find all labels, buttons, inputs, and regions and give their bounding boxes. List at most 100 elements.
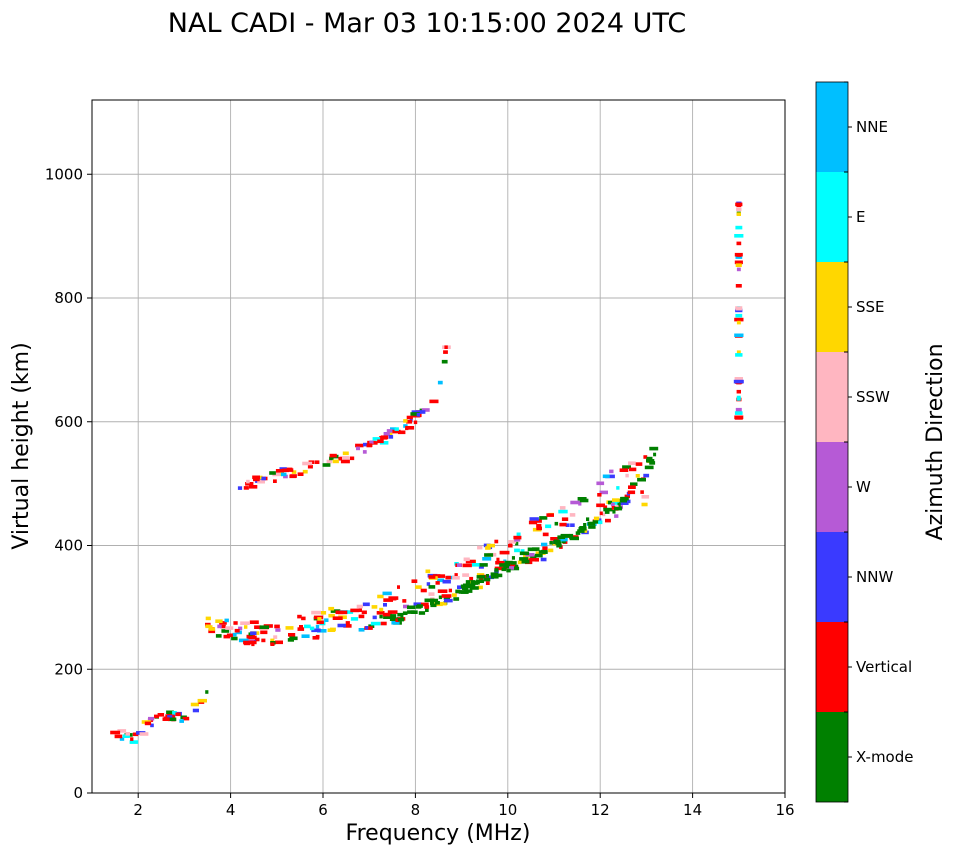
echo-point [273, 479, 277, 483]
echo-point [311, 610, 321, 615]
echo-point [592, 520, 600, 524]
echo-point [324, 618, 329, 622]
echo-point [560, 534, 570, 538]
echo-point [307, 464, 313, 469]
echo-point [285, 626, 294, 630]
echo-point [270, 642, 275, 646]
echo-point [470, 586, 479, 590]
colorbar-segment [816, 82, 848, 172]
echo-point [150, 723, 154, 728]
echo-point [605, 474, 615, 479]
echo-point [511, 556, 515, 560]
echo-point [467, 583, 476, 588]
echo-point [517, 560, 522, 565]
echo-point [534, 553, 543, 558]
echo-point [247, 635, 257, 640]
echo-point [407, 610, 415, 614]
echo-point [583, 523, 587, 527]
echo-point [503, 559, 507, 564]
echo-point [602, 474, 610, 479]
colorbar-frame [815, 81, 849, 803]
echo-point [643, 455, 648, 459]
echo-point [282, 468, 289, 473]
echo-point [261, 638, 266, 643]
y-tick-label: 1000 [45, 165, 83, 183]
echo-point [220, 624, 226, 629]
echo-point [734, 234, 744, 238]
echo-point [283, 474, 288, 479]
echo-point [736, 320, 741, 325]
echo-point [205, 616, 211, 621]
echo-point [315, 624, 320, 629]
echo-point [559, 506, 566, 510]
echo-point [609, 469, 614, 474]
echo-point [421, 408, 430, 412]
echo-point [252, 475, 260, 480]
echo-point [565, 523, 570, 527]
echo-point [122, 734, 130, 738]
echo-point [217, 624, 222, 629]
colorbar-segment [816, 172, 848, 262]
colorbar-segment [816, 712, 848, 802]
echo-point [616, 486, 620, 490]
echo-point [513, 535, 522, 540]
echo-point [309, 626, 315, 631]
echo-point [635, 474, 640, 478]
echo-point [734, 415, 744, 420]
echo-point [179, 719, 184, 723]
echo-point [534, 558, 539, 562]
echo-point [463, 557, 470, 562]
echo-point [736, 241, 742, 246]
echo-point [448, 588, 452, 593]
echo-point [338, 456, 342, 461]
echo-point [358, 614, 365, 619]
echo-point [418, 611, 426, 615]
echo-point [542, 546, 548, 550]
echo-point [413, 602, 422, 606]
echo-point [275, 640, 283, 645]
echo-point [208, 625, 213, 629]
echo-point [605, 518, 611, 523]
colorbar-title: Azimuth Direction [923, 343, 948, 540]
echo-point [644, 465, 654, 470]
echo-point [317, 617, 322, 621]
echo-point [429, 399, 439, 404]
echo-point [545, 524, 552, 529]
echo-point [536, 526, 542, 531]
echo-point [570, 500, 580, 505]
echo-point [454, 573, 458, 577]
echo-point [503, 564, 509, 569]
echo-point [245, 482, 254, 486]
echo-point [253, 477, 260, 482]
echo-point [525, 553, 535, 557]
echo-point [596, 503, 605, 508]
echo-point [355, 443, 364, 448]
echo-point [226, 633, 233, 638]
echo-point [368, 443, 373, 447]
echo-point [250, 631, 257, 635]
echo-point [628, 485, 636, 489]
echo-point [289, 636, 298, 641]
echo-point [455, 589, 461, 594]
echo-point [406, 415, 413, 420]
echo-point [110, 730, 121, 735]
echo-point [290, 474, 297, 478]
echo-point [519, 551, 530, 556]
echo-point [326, 459, 333, 464]
echo-point [388, 431, 393, 435]
echo-point [405, 426, 415, 430]
echo-point [402, 599, 407, 603]
echo-point [372, 615, 377, 620]
echo-point [377, 439, 384, 444]
echo-point [734, 377, 743, 381]
echo-point [389, 617, 398, 621]
echo-point [428, 585, 436, 589]
echo-point [428, 575, 436, 579]
echo-point [596, 481, 605, 486]
echo-point [735, 306, 742, 311]
echo-point [599, 490, 608, 495]
y-tick-label: 600 [54, 413, 83, 431]
echo-point [506, 568, 511, 573]
echo-point [540, 557, 547, 562]
echo-point [157, 713, 165, 717]
